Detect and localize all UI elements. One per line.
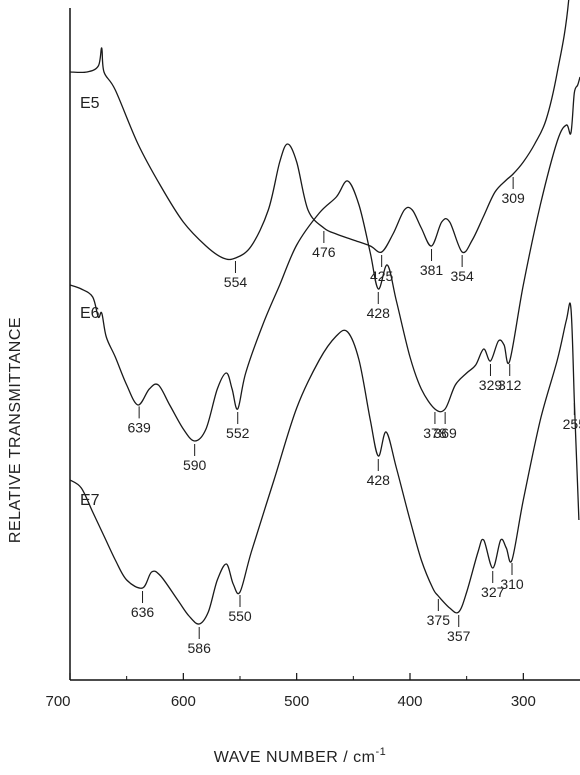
x-axis-title: WAVE NUMBER / cm-1 [214,746,387,766]
series-label-e6: E6 [80,305,100,322]
series-line-e5 [69,0,570,261]
peak-label: 357 [447,628,471,644]
peak-label: 554 [224,274,248,290]
peak-label: 329 [479,377,503,393]
series-label-e7: E7 [80,492,100,509]
series-layer [69,0,580,625]
plot-frame [69,8,580,681]
x-tick-label: 700 [45,693,70,710]
peak-label: 428 [367,305,391,321]
peak-label: 590 [183,457,207,473]
peak-label: 255 [563,416,580,432]
x-tick-label: 500 [284,693,309,710]
series-label-e5: E5 [80,95,100,112]
peak-label: 309 [501,190,525,206]
peak-label: 552 [226,425,250,441]
peak-label: 375 [427,612,451,628]
x-tick-label: 600 [171,693,196,710]
peak-label: 381 [420,262,444,278]
series-line-e6 [69,76,580,442]
y-axis-title: RELATIVE TRANSMITTANCE [7,317,24,543]
peak-label: 639 [127,419,151,435]
peak-label: 369 [433,425,457,441]
series-line-e7 [69,302,580,625]
x-axis-title-superscript: -1 [376,746,387,758]
x-axis-title-text: WAVE NUMBER / cm [214,749,376,766]
x-axis: 700 600 500 400 300 [45,673,536,710]
x-tick-label: 300 [511,693,536,710]
peak-label: 310 [500,576,524,592]
peak-label: 636 [131,604,155,620]
peak-label: 327 [481,584,505,600]
peak-label: 550 [228,608,252,624]
series-labels: E5 E6 E7 [80,95,100,509]
peak-label: 354 [450,268,474,284]
x-tick-label: 400 [397,693,422,710]
peak-label: 378 [423,425,447,441]
peak-label: 312 [498,377,522,393]
peak-label: 586 [188,640,212,656]
peak-label: 428 [367,472,391,488]
peak-label: 425 [370,268,394,284]
peak-label: 476 [312,244,336,260]
